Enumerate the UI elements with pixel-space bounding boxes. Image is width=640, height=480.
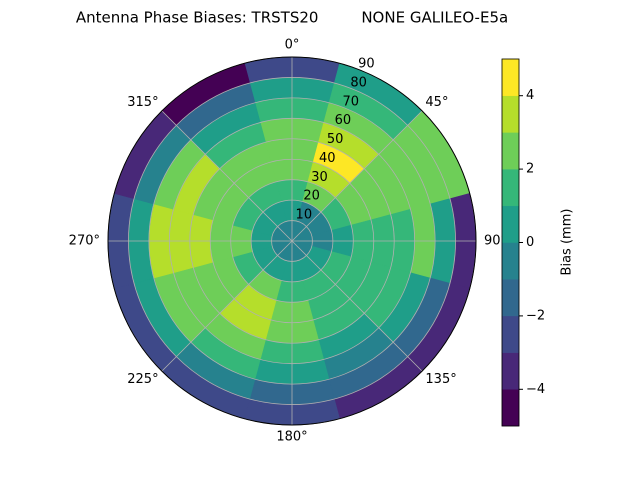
colorbar-label: Bias (mm) — [560, 209, 575, 276]
colorbar-band — [501, 389, 520, 427]
colorbar-band — [501, 95, 520, 133]
theta-tick-label: 180° — [276, 430, 307, 445]
polar-frame — [107, 56, 477, 426]
theta-tick-label: 315° — [127, 95, 158, 110]
colorbar-band — [501, 242, 520, 280]
r-tick-label: 40 — [319, 151, 336, 166]
colorbar-band — [501, 58, 520, 96]
colorbar-tick-label: −2 — [526, 308, 545, 323]
colorbar-band — [501, 132, 520, 170]
theta-grid-line — [291, 240, 423, 372]
colorbar-tick-label: 2 — [526, 162, 534, 177]
colorbar-band — [501, 278, 520, 317]
r-tick-label: 50 — [327, 132, 344, 147]
theta-tick-label: 45° — [425, 95, 448, 110]
r-tick-label: 80 — [350, 75, 367, 90]
colorbar-band — [501, 168, 520, 207]
r-tick-label: 10 — [296, 208, 313, 223]
colorbar-band — [501, 205, 520, 243]
colorbar-tick-label: −4 — [526, 382, 545, 397]
r-tick-label: 60 — [335, 113, 352, 128]
r-tick-label: 30 — [311, 170, 328, 185]
colorbar-band — [501, 315, 520, 353]
r-tick-label: 90 — [358, 57, 375, 72]
colorbar-tick-label: 0 — [526, 235, 534, 250]
theta-grid-line — [161, 110, 293, 242]
colorbar-band — [501, 352, 520, 390]
r-tick-label: 20 — [303, 189, 320, 204]
theta-tick-label: 225° — [127, 372, 158, 387]
theta-tick-label: 0° — [285, 38, 300, 53]
r-tick-label: 70 — [342, 94, 359, 109]
chart-title: Antenna Phase Biases: TRSTS20 NONE GALIL… — [76, 9, 508, 27]
theta-grid-line — [291, 110, 423, 242]
theta-tick-label: 90° — [484, 234, 507, 249]
colorbar-tick-label: 4 — [526, 88, 534, 103]
theta-tick-label: 270° — [69, 234, 100, 249]
theta-tick-label: 135° — [425, 372, 456, 387]
theta-grid-line — [161, 240, 293, 372]
